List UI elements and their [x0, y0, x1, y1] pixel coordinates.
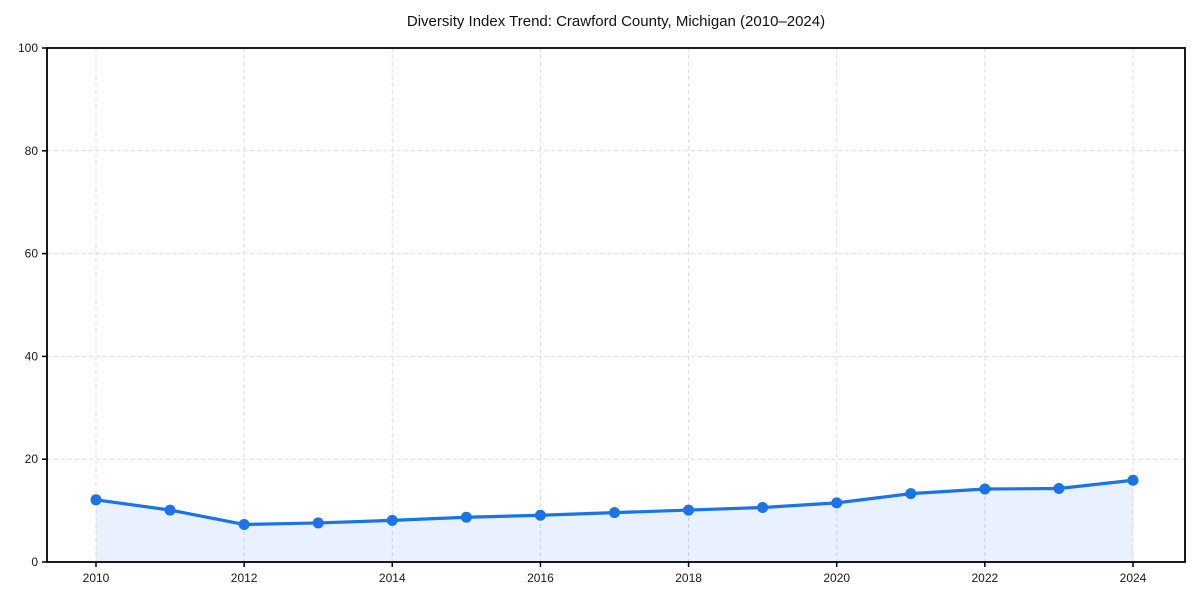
x-tick-label: 2016 [527, 571, 554, 585]
x-tick-label: 2022 [972, 571, 999, 585]
x-tick-label: 2018 [675, 571, 702, 585]
data-point-2012 [238, 518, 250, 530]
data-point-2023 [1053, 482, 1065, 494]
data-point-2014 [386, 514, 398, 526]
data-point-2013 [312, 517, 324, 529]
y-tick-label: 100 [18, 41, 38, 55]
y-tick-label: 0 [31, 555, 38, 569]
data-point-2022 [979, 483, 991, 495]
area-fill [96, 480, 1133, 562]
data-point-2017 [609, 507, 620, 519]
data-point-2020 [831, 497, 843, 509]
data-point-2011 [164, 504, 176, 516]
x-tick-label: 2024 [1120, 571, 1147, 585]
plot-border [46, 47, 1186, 563]
data-point-2016 [534, 509, 546, 521]
data-point-2024 [1127, 474, 1139, 486]
data-point-2010 [90, 494, 102, 506]
data-point-2021 [905, 488, 917, 500]
y-tick-label: 20 [25, 452, 39, 466]
data-point-2015 [460, 511, 472, 523]
data-point-2019 [757, 502, 769, 514]
y-tick-label: 40 [25, 349, 39, 363]
y-tick-label: 80 [25, 144, 39, 158]
x-tick-label: 2012 [231, 571, 258, 585]
x-tick-label: 2014 [379, 571, 406, 585]
y-tick-label: 60 [25, 247, 39, 261]
data-point-2018 [683, 504, 695, 516]
chart-title: Diversity Index Trend: Crawford County, … [406, 13, 826, 30]
x-tick-label: 2020 [823, 571, 850, 585]
x-tick-label: 2010 [83, 571, 110, 585]
